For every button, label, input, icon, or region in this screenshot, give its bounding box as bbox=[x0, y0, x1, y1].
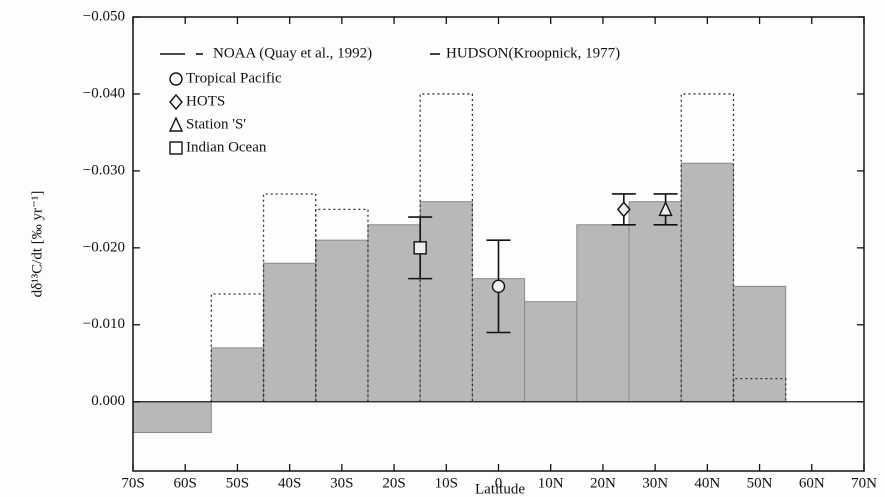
x-tick-label: 0 bbox=[495, 475, 503, 491]
legend-label: Tropical Pacific bbox=[186, 70, 282, 86]
histogram-bar bbox=[576, 224, 630, 403]
y-tick-label: −0.010 bbox=[83, 316, 125, 332]
x-tick-label: 40N bbox=[694, 475, 720, 491]
data-point bbox=[658, 200, 673, 217]
legend-label: Station 'S' bbox=[186, 116, 246, 132]
x-tick-label: 50S bbox=[226, 475, 249, 491]
histogram-bar bbox=[367, 224, 421, 403]
y-tick-label: 0.000 bbox=[91, 393, 125, 409]
histogram-bar bbox=[132, 401, 212, 434]
legend-marker bbox=[169, 72, 183, 86]
histogram-step bbox=[732, 378, 787, 402]
legend-label: Indian Ocean bbox=[186, 139, 267, 155]
x-tick-label: 20S bbox=[382, 475, 405, 491]
histogram-bar bbox=[210, 347, 265, 403]
x-tick-label: 60S bbox=[174, 475, 197, 491]
legend-marker bbox=[168, 116, 184, 132]
y-tick-label: −0.040 bbox=[83, 85, 125, 101]
x-tick-label: 70N bbox=[851, 475, 877, 491]
histogram-bar bbox=[263, 262, 317, 403]
legend-marker bbox=[169, 93, 183, 111]
legend-label: HOTS bbox=[186, 93, 225, 109]
x-tick-label: 30S bbox=[330, 475, 353, 491]
histogram-bar bbox=[680, 162, 734, 403]
legend-label: HUDSON(Kroopnick, 1977) bbox=[446, 45, 620, 61]
x-tick-label: 70S bbox=[121, 475, 144, 491]
x-tick-label: 20N bbox=[590, 475, 616, 491]
histogram-bar bbox=[732, 285, 787, 403]
x-tick-label: 10N bbox=[538, 475, 564, 491]
y-tick-label: −0.050 bbox=[83, 8, 125, 24]
x-tick-label: 50N bbox=[747, 475, 773, 491]
x-tick-label: 60N bbox=[799, 475, 825, 491]
y-tick-label: −0.020 bbox=[83, 239, 125, 255]
y-axis-label: dδ¹³C/dt [‰ yr⁻¹] bbox=[29, 191, 45, 298]
histogram-bar bbox=[315, 239, 369, 403]
histogram-bar bbox=[524, 301, 578, 403]
data-point bbox=[491, 279, 506, 294]
legend-marker bbox=[169, 141, 183, 155]
y-tick-label: −0.030 bbox=[83, 162, 125, 178]
x-axis-label: Latitude bbox=[475, 481, 525, 497]
histogram-bar bbox=[628, 201, 682, 403]
histogram-step bbox=[315, 208, 369, 402]
x-tick-label: 30N bbox=[642, 475, 668, 491]
histogram-bar bbox=[419, 201, 473, 403]
data-point bbox=[413, 241, 427, 255]
x-tick-label: 40S bbox=[278, 475, 301, 491]
x-tick-label: 10S bbox=[435, 475, 458, 491]
legend-label: NOAA (Quay et al., 1992) bbox=[213, 45, 372, 61]
data-point bbox=[616, 201, 631, 218]
